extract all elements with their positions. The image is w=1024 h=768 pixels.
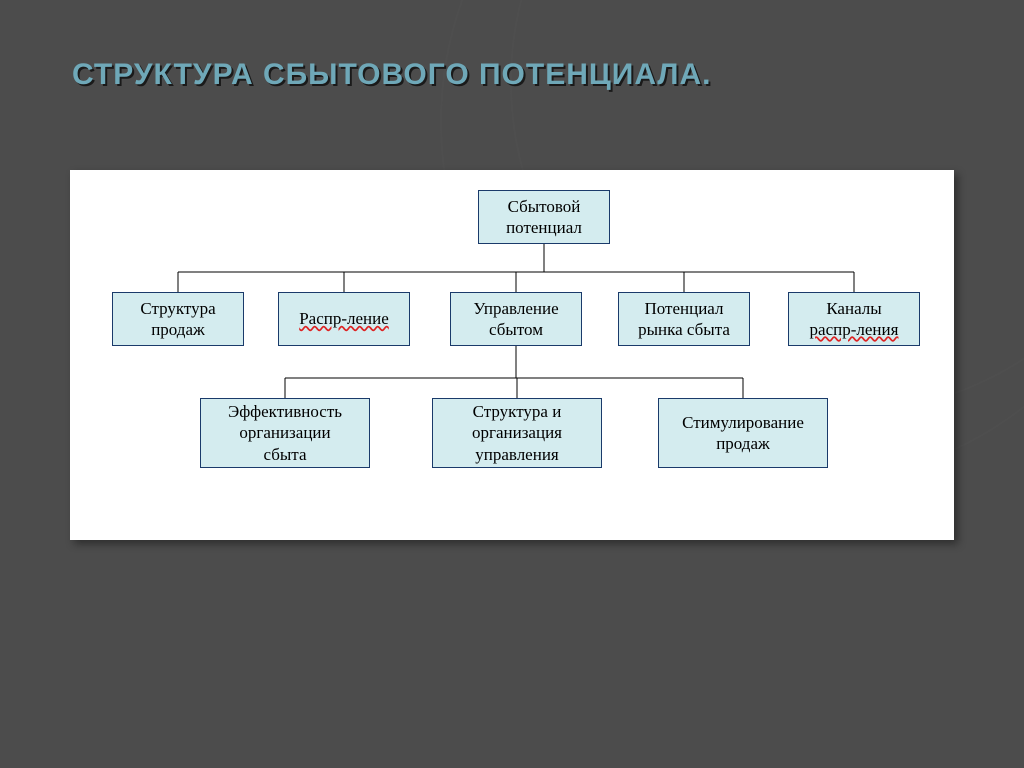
node-label: Структура иорганизацияуправления <box>472 401 562 465</box>
slide-title: СТРУКТУРА СБЫТОВОГО ПОТЕНЦИАЛА. <box>72 58 711 92</box>
node-root: Сбытовойпотенциал <box>478 190 610 244</box>
node-l1_3: Потенциалрынка сбыта <box>618 292 750 346</box>
node-label: Эффективностьорганизациисбыта <box>228 401 342 465</box>
node-label: Сбытовойпотенциал <box>506 196 582 239</box>
node-l1_2: Управлениесбытом <box>450 292 582 346</box>
node-label: Структурапродаж <box>140 298 215 341</box>
node-l1_4: Каналыраспр-ления <box>788 292 920 346</box>
node-label: Потенциалрынка сбыта <box>638 298 730 341</box>
node-l1_0: Структурапродаж <box>112 292 244 346</box>
node-label: Каналыраспр-ления <box>810 298 899 341</box>
node-label: Стимулированиепродаж <box>682 412 804 455</box>
slide: СТРУКТУРА СБЫТОВОГО ПОТЕНЦИАЛА.СТРУКТУРА… <box>0 0 1024 768</box>
node-label: Распр-ление <box>299 308 389 329</box>
node-l2_0: Эффективностьорганизациисбыта <box>200 398 370 468</box>
chart-panel: Сбытовойпотенциал Структурапродаж Распр-ле… <box>70 170 954 540</box>
node-l2_1: Структура иорганизацияуправления <box>432 398 602 468</box>
node-l1_1: Распр-ление <box>278 292 410 346</box>
node-l2_2: Стимулированиепродаж <box>658 398 828 468</box>
node-label: Управлениесбытом <box>473 298 558 341</box>
